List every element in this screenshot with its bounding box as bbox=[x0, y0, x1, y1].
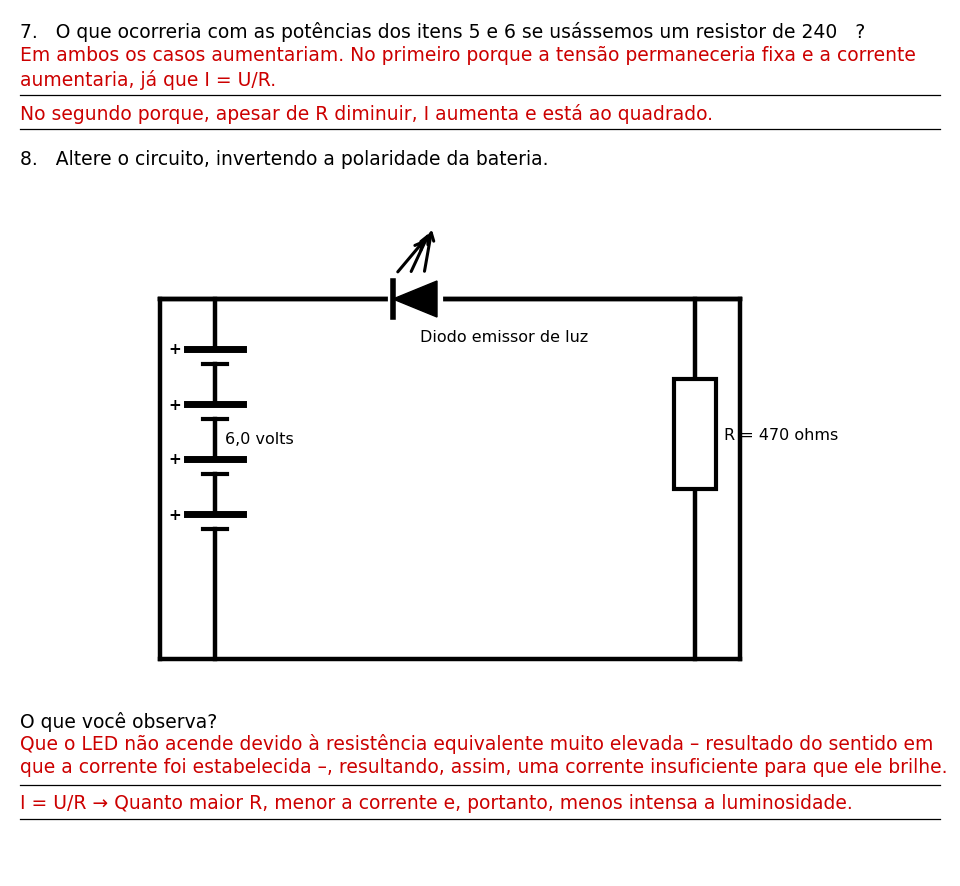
Text: +: + bbox=[168, 507, 181, 522]
Text: No segundo porque, apesar de R diminuir, I aumenta e está ao quadrado.: No segundo porque, apesar de R diminuir,… bbox=[20, 104, 713, 124]
Text: +: + bbox=[168, 452, 181, 467]
Text: Em ambos os casos aumentariam. No primeiro porque a tensão permaneceria fixa e a: Em ambos os casos aumentariam. No primei… bbox=[20, 46, 916, 65]
Text: R = 470 ohms: R = 470 ohms bbox=[724, 427, 838, 442]
Text: O que você observa?: O que você observa? bbox=[20, 711, 217, 731]
Text: +: + bbox=[168, 397, 181, 412]
Text: +: + bbox=[168, 342, 181, 357]
Text: I = U/R → Quanto maior R, menor a corrente e, portanto, menos intensa a luminosi: I = U/R → Quanto maior R, menor a corren… bbox=[20, 793, 852, 812]
Text: que a corrente foi estabelecida –, resultando, assim, uma corrente insuficiente : que a corrente foi estabelecida –, resul… bbox=[20, 758, 948, 776]
Text: 8.   Altere o circuito, invertendo a polaridade da bateria.: 8. Altere o circuito, invertendo a polar… bbox=[20, 150, 548, 169]
Polygon shape bbox=[393, 282, 437, 318]
Text: 7.   O que ocorreria com as potências dos itens 5 e 6 se usássemos um resistor d: 7. O que ocorreria com as potências dos … bbox=[20, 22, 865, 42]
Text: Diodo emissor de luz: Diodo emissor de luz bbox=[420, 330, 588, 346]
Text: aumentaria, já que I = U/R.: aumentaria, já que I = U/R. bbox=[20, 70, 276, 89]
Bar bbox=[674, 379, 716, 489]
Text: 6,0 volts: 6,0 volts bbox=[225, 432, 294, 447]
Text: Que o LED não acende devido à resistência equivalente muito elevada – resultado : Que o LED não acende devido à resistênci… bbox=[20, 734, 933, 753]
